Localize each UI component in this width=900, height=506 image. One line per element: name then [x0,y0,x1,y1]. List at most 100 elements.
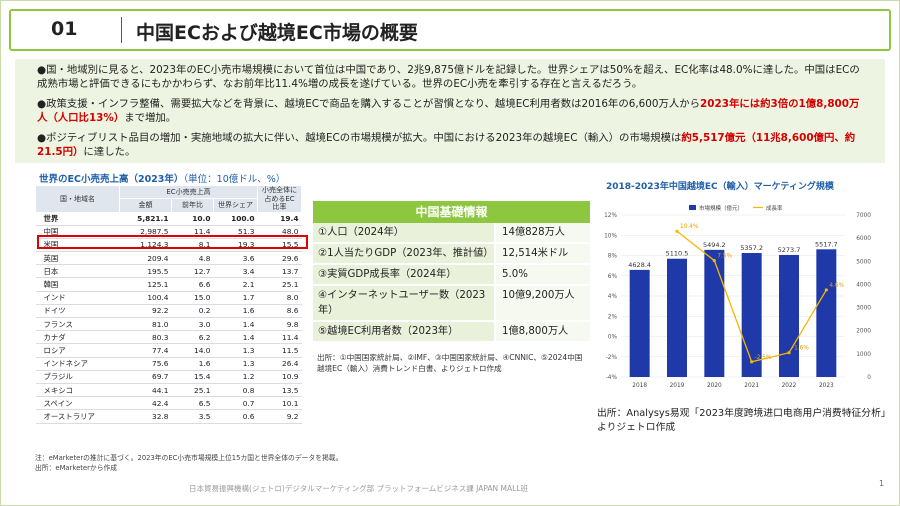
cell-country: 英国 [35,251,120,266]
cell-value: 80.3 [119,330,172,345]
cell-value: 44.1 [119,383,172,398]
info-row: ⑤越境EC利用者数（2023年） 1億8,800万人 [313,322,590,343]
y-left-tick: 8% [608,254,618,260]
bar [629,269,650,377]
cell-value: 6.5 [171,396,214,411]
summary-bullet: ●ポジティブリスト品目の増加・実施地域の拡大に伴い、越境ECの市場規模が拡大。中… [37,131,867,159]
table-row: メキシコ 44.1 25.1 0.8 13.5 [35,383,302,398]
bullet-text: まで増加。 [124,112,177,124]
y-right-tick: 0 [867,375,871,381]
growth-data-label: 7.5% [717,254,732,260]
growth-point [675,229,679,233]
growth-point [787,351,791,355]
cell-value: 1.7 [213,291,258,305]
cell-value: 29.6 [257,251,302,266]
china-info-title: 中国基礎情報 [313,201,590,223]
bullet-text: ●ポジティブリスト品目の増加・実施地域の拡大に伴い、越境ECの市場規模が拡大。中… [37,132,682,144]
cell-value: 1.4 [213,317,258,332]
table-row: 英国 209.4 4.8 3.6 29.6 [35,251,302,266]
cell-value: 100.4 [119,291,172,305]
header-divider [121,17,122,43]
y-left-tick: 4% [608,294,618,300]
y-right-tick: 4000 [856,282,871,288]
bullet-text: ●政策支援・インフラ整備、需要拡大などを背景に、越境ECで商品を購入することが習… [37,98,701,110]
china-info-source: 出所：①中国国家統計局、②IMF、③中国国家統計局、④CNNIC、⑤2024中国… [317,353,583,373]
y-left-tick: 0% [608,335,618,341]
summary-bullet: ●政策支援・インフラ整備、需要拡大などを背景に、越境ECで商品を購入することが習… [37,97,867,125]
cell-value: 6.6 [171,277,214,292]
x-tick-label: 2019 [670,383,685,389]
bar-data-label: 5517.7 [815,240,838,248]
x-tick-label: 2022 [782,383,797,389]
cell-value: 0.6 [213,409,258,424]
bar [779,254,799,377]
cell-value: 26.4 [257,357,302,371]
col-country-header: 国・地域名 [35,185,120,213]
cell-value: 77.4 [119,343,172,358]
y-right-tick: 3000 [856,306,871,312]
cell-country: フランス [35,317,120,332]
ec-table-title: 世界のEC小売売上高（2023年）（単位：10億ドル、%） [39,174,286,185]
cell-country: メキシコ [35,383,120,398]
y-left-tick: 12% [604,213,617,219]
info-row: ②1人当たりGDP（2023年、推計値） 12,514米ドル [313,244,590,265]
bar-data-label: 5273.7 [778,246,801,254]
cell-country: スペイン [35,396,120,411]
col-amount-header: 金額 [119,198,172,213]
cell-value: 9.8 [257,317,302,332]
crossborder-ec-chart: 市場規模（億元） 成長率 12% 10% 8% 6% 4% 2% 0% -2% -4% 7000 600… [604,204,871,389]
growth-point [824,288,828,292]
table-row: オーストラリア 32.8 3.5 0.6 9.2 [35,409,302,424]
info-key: ①人口（2024年） [313,223,494,242]
cell-value: 10.9 [257,370,302,384]
cell-country: インドネシア [35,357,120,371]
cell-country: ブラジル [35,370,120,384]
col-group-header: EC小売売上高 [119,184,258,200]
emphasis-text: 2023年には約3倍の1億8,800万人（人口比13%） [37,98,860,124]
cell-value: 15.4 [171,370,214,384]
cell-value: 32.8 [119,409,172,424]
growth-data-label: 4.6% [829,283,844,289]
info-value: 14億828万人 [494,223,590,242]
bullet-text: ●国・地域別に見ると、2023年のEC小売市場規模において首位は中国であり、2兆… [37,64,860,90]
y-right-tick: 2000 [856,329,871,335]
chart-source: 出所：Analysys易观「2023年度跨境进口电商用户消费特征分析」よりジェト… [597,408,886,433]
info-value: 5.0% [494,265,590,284]
cell-value: 2.1 [213,277,258,292]
info-value: 10億9,200万人 [494,286,590,320]
y-right-tick: 5000 [856,259,871,265]
y-right-tick: 6000 [856,236,871,242]
bar-data-label: 5357.2 [740,244,763,252]
cell-value: 3.5 [171,409,214,424]
slide-header: 01 中国ECおよび越境EC市場の概要 [9,9,891,51]
cell-value: 1.3 [213,357,258,371]
cell-value: 3.4 [213,264,258,279]
table-row: 韓国 125.1 6.6 2.1 25.1 [35,277,302,292]
x-tick-label: 2021 [744,383,759,389]
chart-title: 2018-2023年中国越境EC（輸入）マーケティング規模 [606,182,834,192]
bar [667,258,687,377]
table-row: ロシア 77.4 14.0 1.3 11.5 [35,343,302,358]
cell-value: 8.0 [257,291,302,305]
cell-country: 世界 [35,212,120,226]
cell-value: 92.2 [119,304,172,319]
cell-value: 25.1 [171,383,214,398]
bar [741,253,762,377]
growth-data-label: -2.5% [755,355,772,361]
cell-value: 195.5 [119,264,172,279]
cell-country: オーストラリア [35,409,120,424]
cell-country: ロシア [35,343,120,358]
x-tick-label: 2020 [707,383,722,389]
china-info-table: 中国基礎情報 ①人口（2024年） 14億828万人 ②1人当たりGDP（2023年… [313,201,590,343]
info-key: ③実質GDP成長率（2024年） [313,265,494,284]
cell-value: 81.0 [119,317,172,332]
cell-value: 14.0 [171,343,214,358]
info-row: ③実質GDP成長率（2024年） 5.0% [313,265,590,286]
section-number: 01 [51,18,78,40]
cell-value: 0.7 [213,396,258,411]
cell-value: 25.1 [257,277,302,292]
table-row: ドイツ 92.2 0.2 1.6 8.6 [35,304,302,319]
table-row: ブラジル 69.7 15.4 1.2 10.9 [35,370,302,384]
cell-value: 42.4 [119,396,172,411]
